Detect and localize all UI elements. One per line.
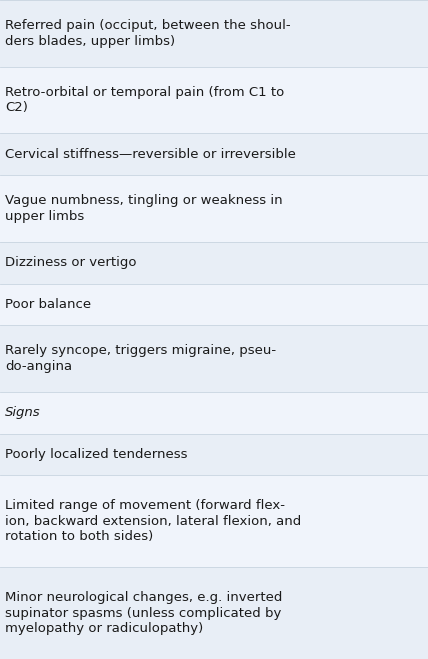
Text: Poor balance: Poor balance	[5, 298, 91, 311]
Text: Dizziness or vertigo: Dizziness or vertigo	[5, 256, 137, 270]
Text: Signs: Signs	[5, 407, 41, 419]
Bar	[0, 434, 428, 476]
Bar	[0, 476, 428, 567]
Text: Rarely syncope, triggers migraine, pseu-
do-angina: Rarely syncope, triggers migraine, pseu-…	[5, 345, 276, 373]
Text: Vague numbness, tingling or weakness in
upper limbs: Vague numbness, tingling or weakness in …	[5, 194, 282, 223]
Bar	[0, 0, 428, 67]
Bar	[0, 134, 428, 175]
Bar	[0, 175, 428, 242]
Text: Minor neurological changes, e.g. inverted
supinator spasms (unless complicated b: Minor neurological changes, e.g. inverte…	[5, 591, 282, 635]
Text: Cervical stiffness—reversible or irreversible: Cervical stiffness—reversible or irrever…	[5, 148, 296, 161]
Text: Poorly localized tenderness: Poorly localized tenderness	[5, 448, 187, 461]
Bar	[0, 283, 428, 326]
Text: Referred pain (occiput, between the shoul-
ders blades, upper limbs): Referred pain (occiput, between the shou…	[5, 19, 291, 47]
Bar	[0, 567, 428, 659]
Text: Limited range of movement (forward flex-
ion, backward extension, lateral flexio: Limited range of movement (forward flex-…	[5, 500, 301, 544]
Bar	[0, 392, 428, 434]
Text: Retro-orbital or temporal pain (from C1 to
C2): Retro-orbital or temporal pain (from C1 …	[5, 86, 284, 115]
Bar	[0, 242, 428, 283]
Bar	[0, 67, 428, 134]
Bar	[0, 326, 428, 392]
